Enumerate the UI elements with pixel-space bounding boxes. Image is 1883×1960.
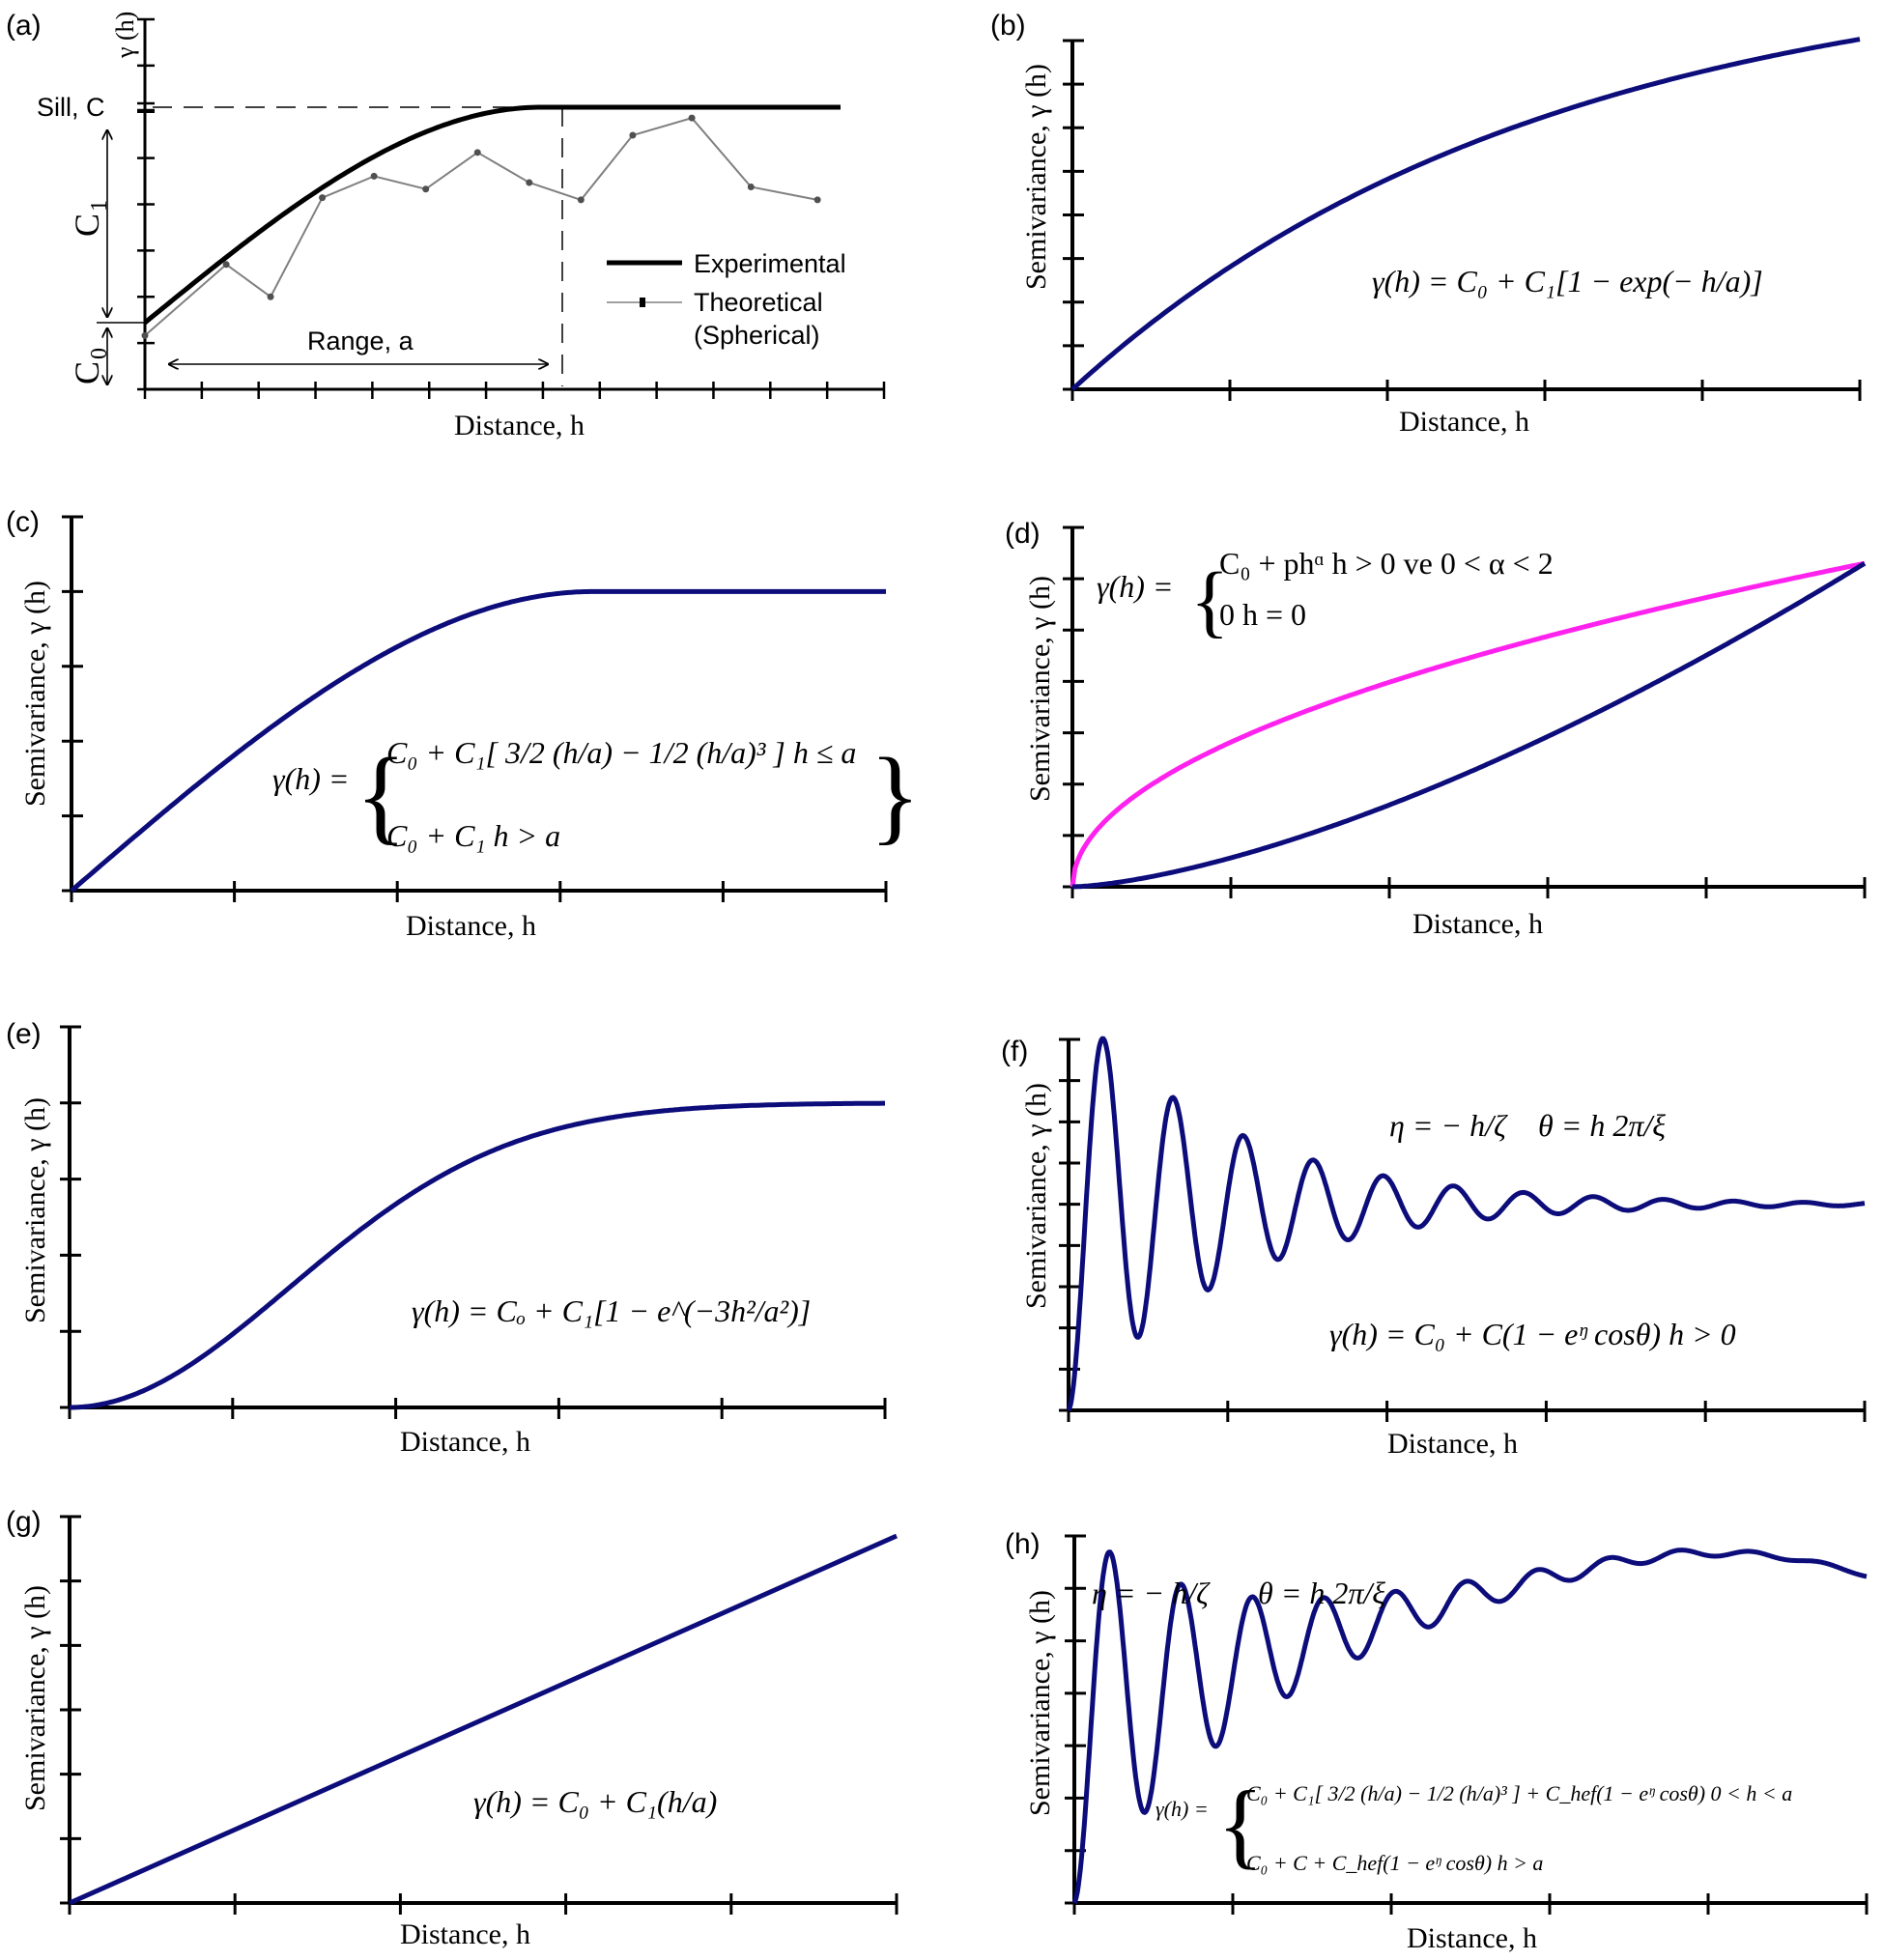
- panel-c-case-1: C₀ + C₁[ 3/2 (h/a) − 1/2 (h/a)³ ] h ≤ a: [386, 735, 856, 770]
- panel-c-brace: {: [356, 736, 407, 854]
- panel-f-equation: γ(h) = C₀ + C(1 − eᵑ cosθ) h > 0: [1329, 1317, 1736, 1351]
- panel-e-xlabel: Distance, h: [400, 1426, 530, 1458]
- panel-c-spherical-curve: [70, 588, 886, 893]
- panel-h-equation-lhs: γ(h) =: [1155, 1797, 1209, 1821]
- panel-e-gaussian-curve: [70, 1100, 885, 1410]
- panel-b-equation: γ(h) = C₀ + C₁[1 − exp(− h/a)]: [1372, 264, 1763, 298]
- panel-e-axes: [60, 1025, 887, 1419]
- panel-d-case-2: 0 h = 0: [1219, 597, 1306, 632]
- panel-a-label: (a): [6, 10, 42, 42]
- c1-label-sub: 1: [87, 200, 112, 212]
- theoretical-point: [813, 196, 821, 204]
- legend-theoretical-sublabel: (Spherical): [694, 321, 820, 350]
- legend-theoretical-marker: [640, 298, 645, 307]
- panel-g-xlabel: Distance, h: [400, 1918, 530, 1950]
- panel-d-power-curve-convex: [1071, 561, 1867, 890]
- c1-label-main: C: [68, 213, 106, 237]
- panel-c: (c) Semivariance, γ (h) Distance, h γ(h)…: [6, 506, 921, 942]
- panel-h-brace: {: [1217, 1771, 1264, 1878]
- theoretical-point: [222, 261, 230, 269]
- panel-c-ylabel: Semivariance, γ (h): [19, 581, 51, 807]
- panel-c-equation-lhs: γ(h) =: [272, 761, 350, 796]
- panel-e: (e) Semivariance, γ (h) Distance, h γ(h)…: [6, 1018, 887, 1458]
- panel-c-label: (c): [6, 506, 40, 538]
- panel-d-label: (d): [1005, 518, 1041, 550]
- panel-d-ylabel: Semivariance, γ (h): [1024, 576, 1056, 802]
- panel-c-xlabel: Distance, h: [406, 910, 536, 942]
- panel-h-case-2: C₀ + C + C_hef(1 − eᵑ cosθ) h > a: [1246, 1851, 1543, 1875]
- panel-g-equation: γ(h) = C₀ + C₁(h/a): [473, 1784, 717, 1819]
- panel-a-series: [141, 104, 841, 339]
- panel-h-xlabel: Distance, h: [1407, 1922, 1537, 1954]
- theoretical-point: [473, 149, 481, 156]
- panel-b: (b) Semivariance, γ (h) Distance, h γ(h)…: [990, 10, 1862, 438]
- panel-g-axes: [60, 1515, 899, 1915]
- theoretical-point: [422, 185, 430, 193]
- panel-g-ylabel: Semivariance, γ (h): [19, 1585, 51, 1811]
- panel-h-label: (h): [1005, 1528, 1041, 1560]
- panel-d-xlabel: Distance, h: [1412, 908, 1543, 940]
- legend-theoretical-label: Theoretical: [694, 288, 823, 317]
- panel-d-equation-lhs: γ(h) =: [1097, 569, 1174, 604]
- panel-h-eta-def: η = − h/ζ: [1092, 1576, 1211, 1610]
- model-panels: (b) Semivariance, γ (h) Distance, h γ(h)…: [6, 10, 1869, 1954]
- panel-h-axes: [1065, 1534, 1869, 1915]
- panel-f-theta-def: θ = h 2π/ξ: [1538, 1108, 1666, 1143]
- c0-label-sub: 0: [87, 348, 112, 359]
- theoretical-point: [319, 194, 327, 202]
- panel-a-ylabel: γ (h): [111, 12, 139, 59]
- panel-c-case-2: C₀ + C₁ h > a: [386, 818, 560, 853]
- panel-b-exponential-curve: [1070, 37, 1861, 391]
- panel-b-label: (b): [990, 10, 1026, 42]
- panel-b-xlabel: Distance, h: [1399, 406, 1529, 438]
- panel-g-label: (g): [6, 1506, 42, 1538]
- panel-d-brace: {: [1190, 556, 1229, 646]
- panel-f-hole-effect-curve: [1066, 1036, 1866, 1412]
- theoretical-point: [370, 172, 378, 180]
- theoretical-point: [577, 196, 585, 204]
- panel-a-axes: [137, 17, 886, 399]
- theoretical-point: [141, 331, 149, 339]
- panel-f-xlabel: Distance, h: [1387, 1428, 1518, 1460]
- panel-a: (a) γ (h) Sill, C C 1 C 0 Range, a Exper…: [6, 10, 886, 441]
- experimental-curve: [143, 104, 841, 325]
- panel-h-theta-def: θ = h 2π/ξ: [1258, 1576, 1385, 1610]
- c0-label-main: C: [68, 361, 106, 384]
- panel-c-close-brace: }: [870, 736, 921, 854]
- panel-g: (g) Semivariance, γ (h) Distance, h γ(h)…: [6, 1506, 899, 1950]
- range-label: Range, a: [307, 327, 414, 355]
- sill-label: Sill, C: [37, 93, 105, 122]
- panel-a-xlabel: Distance, h: [454, 410, 585, 441]
- panel-h-ylabel: Semivariance, γ (h): [1024, 1590, 1056, 1816]
- panel-b-axes: [1063, 39, 1862, 401]
- panel-h-case-1: C₀ + C₁[ 3/2 (h/a) − 1/2 (h/a)³ ] + C_he…: [1246, 1781, 1792, 1805]
- theoretical-point: [629, 131, 637, 139]
- panel-e-label: (e): [6, 1018, 42, 1050]
- panel-f-label: (f): [1001, 1036, 1028, 1067]
- panel-d-power-curve-concave: [1070, 560, 1866, 888]
- panel-h-spherical-hole-effect-curve: [1071, 1548, 1868, 1904]
- panel-b-ylabel: Semivariance, γ (h): [1020, 64, 1052, 290]
- panel-d-axes: [1063, 526, 1867, 898]
- panel-d: (d) Semivariance, γ (h) Distance, h γ(h)…: [1005, 518, 1867, 940]
- theoretical-point: [688, 114, 696, 122]
- panel-f: (f) Semivariance, γ (h) Distance, h η = …: [1001, 1036, 1867, 1460]
- panel-c-axes: [62, 515, 888, 902]
- panel-d-case-1: C₀ + phᵅ h > 0 ve 0 < α < 2: [1219, 546, 1554, 581]
- panel-f-ylabel: Semivariance, γ (h): [1020, 1083, 1052, 1309]
- panel-e-equation: γ(h) = Cₒ + C₁[1 − e^(−3h²/a²)]: [412, 1293, 811, 1328]
- c0-label: C 0: [68, 348, 112, 384]
- c1-label: C 1: [68, 200, 112, 237]
- panel-f-axes: [1059, 1037, 1867, 1422]
- theoretical-point: [267, 293, 274, 300]
- legend-experimental-label: Experimental: [694, 249, 846, 278]
- panel-f-eta-def: η = − h/ζ: [1389, 1108, 1508, 1143]
- panel-g-linear-curve: [68, 1533, 899, 1906]
- panel-e-ylabel: Semivariance, γ (h): [19, 1097, 51, 1323]
- panel-h: (h) Semivariance, γ (h) Distance, h η = …: [1005, 1528, 1869, 1954]
- theoretical-point: [747, 184, 755, 191]
- theoretical-point: [526, 179, 533, 186]
